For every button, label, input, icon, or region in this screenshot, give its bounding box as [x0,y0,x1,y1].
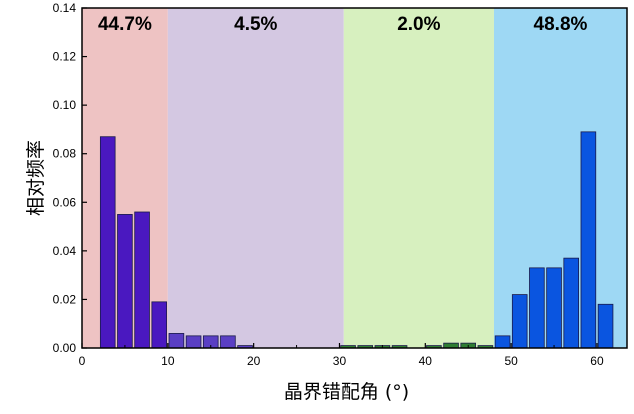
y-tick-label: 0.12 [53,50,77,64]
x-tick-label: 60 [590,354,604,368]
bar [597,303,614,349]
region-3 [343,8,494,348]
bar [529,267,545,349]
x-tick-label: 0 [79,354,86,368]
y-tick-label: 0.02 [53,292,77,306]
y-tick-label: 0.06 [53,195,77,209]
x-tick-label: 10 [161,354,175,368]
region-percent-label: 48.8% [534,14,588,35]
background-regions [82,8,627,348]
y-tick-label: 0.04 [53,244,77,258]
bar [563,257,579,349]
plot-frame [81,7,628,349]
bar [580,131,597,349]
bar [99,136,116,349]
y-axis: 0.00 0.02 0.04 0.06 0.08 0.10 0.12 0.14 [53,1,87,355]
region-labels: 44.7% 4.5% 2.0% 48.8% [98,14,588,35]
region-percent-label: 2.0% [397,14,440,35]
bar [494,335,511,349]
y-tick-label: 0.14 [53,1,77,15]
bar [134,211,150,349]
x-tick-label: 20 [247,354,261,368]
region-2 [167,8,344,348]
bars [99,131,614,349]
y-axis-title: 相对频率 [25,140,47,216]
x-tick-label: 50 [504,354,518,368]
region-percent-label: 4.5% [234,14,277,35]
y-tick-label: 0.00 [53,341,77,355]
x-tick-label: 30 [333,354,347,368]
x-axis-title: 晶界错配角 (°) [284,381,409,403]
bar [185,335,202,349]
x-axis: 0 10 20 30 40 50 60 [79,343,604,368]
y-tick-label: 0.08 [53,147,77,161]
bar [220,335,236,349]
region-percent-label: 44.7% [98,14,152,35]
bar [151,301,168,349]
bar [168,333,185,349]
bar [546,267,562,349]
bar [511,294,528,349]
x-tick-label: 40 [419,354,433,368]
y-tick-label: 0.10 [53,98,77,112]
bar [117,214,133,349]
